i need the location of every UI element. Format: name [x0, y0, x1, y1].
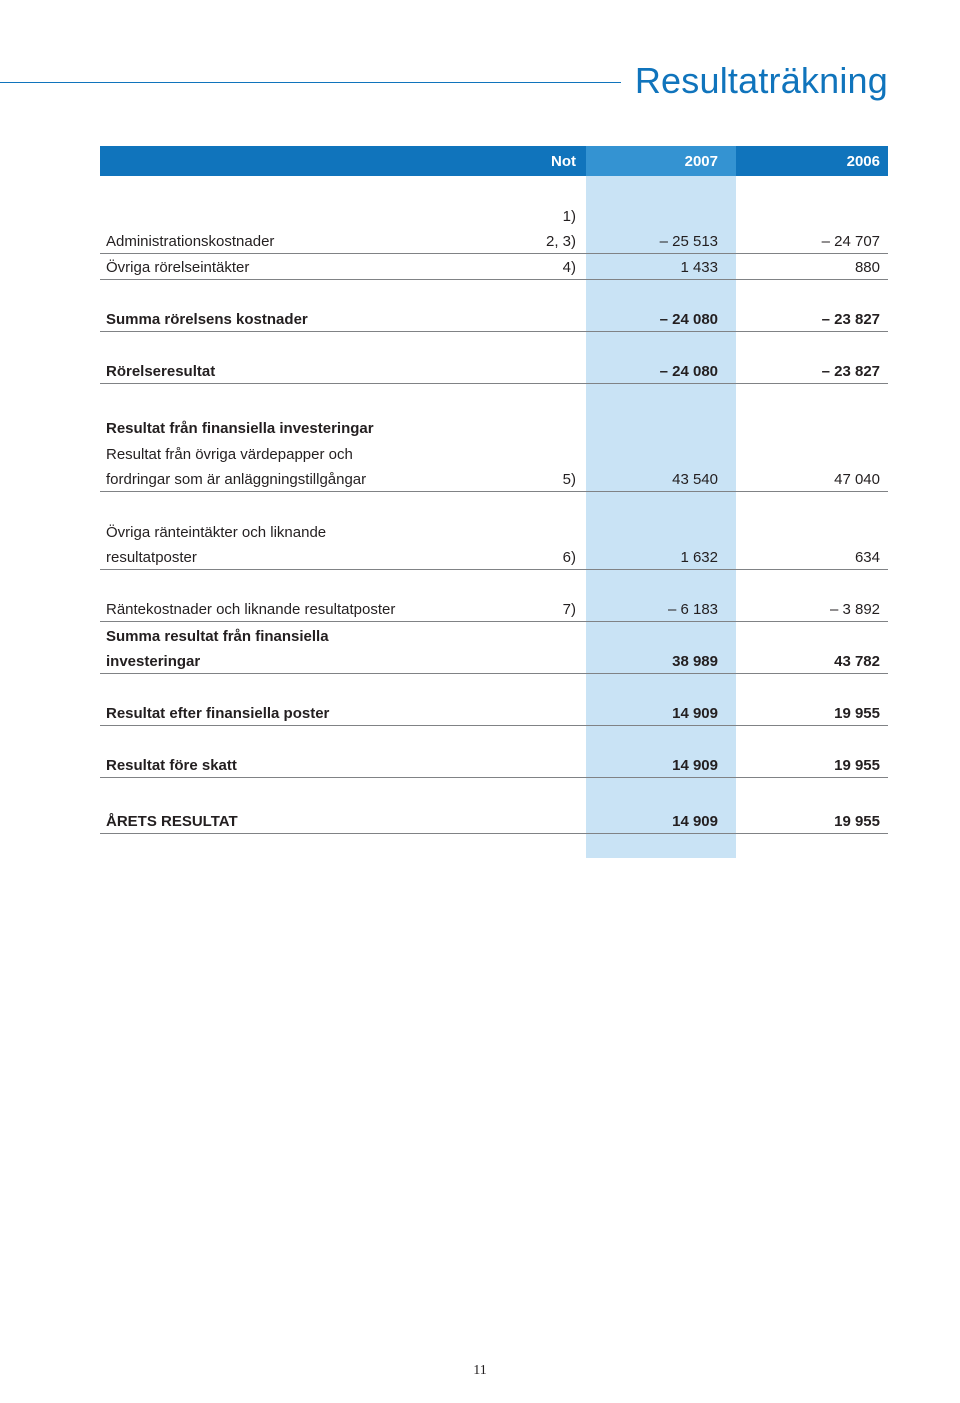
cell-2006: 19 955 [736, 810, 886, 833]
table-row [100, 280, 888, 306]
cell-label: Resultat efter finansiella poster [100, 702, 508, 725]
cell-2007: – 25 513 [586, 230, 736, 253]
cell-2006: 634 [736, 546, 886, 569]
table-row: resultatposter6)1 632634 [100, 544, 888, 570]
table-row [100, 570, 888, 596]
cell-label: fordringar som är anläggningstillgångar [100, 468, 508, 491]
table-row: Resultat från övriga värdepapper och [100, 440, 888, 466]
header-year-2007: 2007 [586, 150, 736, 173]
cell-not [508, 827, 586, 833]
cell-not [508, 667, 586, 673]
table-row: Resultat före skatt 14 90919 955 [100, 752, 888, 778]
table-header-row: Not 2007 2006 [100, 146, 888, 176]
table-row [100, 778, 888, 808]
cell-not: 4) [508, 256, 586, 279]
cell-2007: 14 909 [586, 810, 736, 833]
cell-not [508, 325, 586, 331]
spacer-row [100, 176, 888, 202]
cell-label: Summa rörelsens kostnader [100, 308, 508, 331]
page-number: 11 [0, 1363, 960, 1379]
income-statement-table: Not 2007 2006 1)Administrationskostnader… [100, 146, 888, 834]
rows-container: 1)Administrationskostnader2, 3)– 25 513–… [100, 202, 888, 834]
header-label-col [100, 158, 508, 164]
cell-label: Rörelseresultat [100, 360, 508, 383]
table-row: Summa rörelsens kostnader – 24 080– 23 82… [100, 306, 888, 332]
cell-not: 1) [508, 205, 586, 228]
table-row: investeringar 38 98943 782 [100, 648, 888, 674]
cell-label: Resultat före skatt [100, 754, 508, 777]
cell-2007: 14 909 [586, 702, 736, 725]
cell-not: 5) [508, 468, 586, 491]
cell-label: Övriga ränteintäkter och liknande [100, 521, 508, 544]
cell-label: Övriga rörelseintäkter [100, 256, 508, 279]
cell-2006: 19 955 [736, 702, 886, 725]
cell-label: ÅRETS RESULTAT [100, 810, 508, 833]
cell-label: resultatposter [100, 546, 508, 569]
cell-label: Summa resultat från finansiella [100, 625, 508, 648]
table-row: Resultat från finansiella investeringar [100, 414, 888, 440]
cell-not [508, 377, 586, 383]
table-row: Resultat efter finansiella poster 14 9091… [100, 700, 888, 726]
cell-2007: 43 540 [586, 468, 736, 491]
title-wrap: Resultaträkning [100, 60, 888, 102]
cell-2007: – 24 080 [586, 308, 736, 331]
table-row [100, 384, 888, 414]
cell-label: Räntekostnader och liknande resultatpost… [100, 598, 508, 621]
table-row: ÅRETS RESULTAT 14 90919 955 [100, 808, 888, 834]
cell-label: Resultat från övriga värdepapper och [100, 443, 508, 466]
cell-2006: 19 955 [736, 754, 886, 777]
header-not: Not [508, 150, 586, 173]
cell-label: Resultat från finansiella investeringar [100, 417, 508, 440]
cell-2006: 47 040 [736, 468, 886, 491]
table-row [100, 492, 888, 518]
cell-2006: – 24 707 [736, 230, 886, 253]
page: Resultaträkning Not 2007 2006 1)Administ… [0, 0, 960, 1403]
table-row: Övriga rörelseintäkter4)1 433880 [100, 254, 888, 280]
page-title: Resultaträkning [621, 60, 888, 102]
title-rule [0, 82, 621, 83]
cell-not: 7) [508, 598, 586, 621]
cell-not: 2, 3) [508, 230, 586, 253]
cell-label: investeringar [100, 650, 508, 673]
table-row: Räntekostnader och liknande resultatpost… [100, 596, 888, 622]
cell-label: Administrationskostnader [100, 230, 508, 253]
table-row [100, 726, 888, 752]
cell-2007: 38 989 [586, 650, 736, 673]
cell-2007: 1 433 [586, 256, 736, 279]
table-row [100, 674, 888, 700]
table-row: 1) [100, 202, 888, 228]
cell-not [508, 771, 586, 777]
header-year-2006: 2006 [736, 150, 886, 173]
cell-2006: 43 782 [736, 650, 886, 673]
cell-2007: – 24 080 [586, 360, 736, 383]
cell-not [508, 719, 586, 725]
cell-2007: 1 632 [586, 546, 736, 569]
cell-not: 6) [508, 546, 586, 569]
cell-2006: – 3 892 [736, 598, 886, 621]
cell-2007: – 6 183 [586, 598, 736, 621]
cell-2006: – 23 827 [736, 360, 886, 383]
table-row: Administrationskostnader2, 3)– 25 513– 2… [100, 228, 888, 254]
table-row: Rörelseresultat – 24 080– 23 827 [100, 358, 888, 384]
table-row: Summa resultat från finansiella [100, 622, 888, 648]
table-row: fordringar som är anläggningstillgångar5… [100, 466, 888, 492]
cell-2006: – 23 827 [736, 308, 886, 331]
table-row [100, 332, 888, 358]
table-row: Övriga ränteintäkter och liknande [100, 518, 888, 544]
cell-2006: 880 [736, 256, 886, 279]
cell-2007: 14 909 [586, 754, 736, 777]
